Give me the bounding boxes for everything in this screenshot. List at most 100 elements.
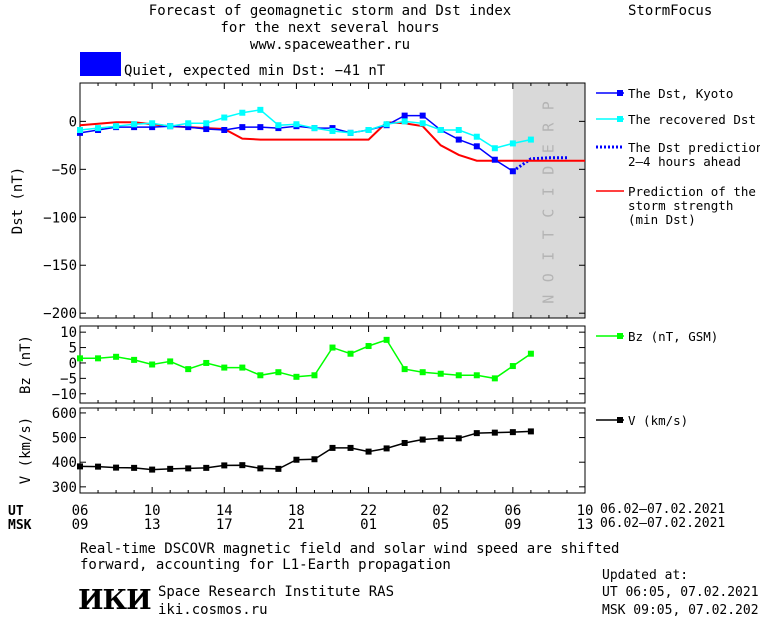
data-point [203,464,210,471]
data-point [293,121,300,128]
data-point [491,145,498,152]
data-point [455,136,462,143]
y-tick-label: −5 [60,371,77,387]
data-point [95,125,102,132]
data-point [527,350,534,357]
data-point [257,106,264,113]
y-tick-label: −150 [43,258,77,274]
data-point [167,358,174,365]
y-tick-label: 400 [52,455,77,471]
y-tick-label: 10 [60,325,77,341]
legend-label: Prediction of the [628,184,756,199]
ut-tick-label: 14 [216,503,233,519]
institute-site[interactable]: iki.cosmos.ru [158,602,268,618]
prediction-letter: C [539,209,557,218]
data-point [347,350,354,357]
data-point [167,465,174,472]
legend-label: V (km/s) [628,413,688,428]
data-point [275,122,282,129]
data-point [311,456,318,463]
data-point [509,429,516,436]
ut-date-range: 06.02–07.02.2021 [600,502,726,517]
data-point [491,429,498,436]
data-point [509,363,516,370]
data-point [491,156,498,163]
data-point [419,369,426,376]
data-point [473,430,480,437]
data-point [149,124,156,131]
data-point [167,123,174,130]
msk-tick-label: 21 [288,517,305,533]
ut-tick-label: 06 [72,503,89,519]
data-point [113,464,120,471]
y-tick-label: 300 [52,480,77,496]
ut-axis-label: UT [8,504,24,519]
ut-tick-label: 02 [432,503,449,519]
data-point [113,353,120,360]
data-point [131,464,138,471]
data-point [239,109,246,116]
series-line [80,338,532,380]
chart-title-line2: for the next several hours [220,20,440,36]
data-point [455,372,462,379]
data-point [221,127,228,133]
prediction-letter: T [539,230,557,239]
legend-label: storm strength [628,198,733,213]
legend-marker [617,116,623,122]
data-point [509,168,516,175]
legend-marker [617,333,623,339]
data-point [149,120,156,127]
series-line [79,430,531,471]
prediction-letter: D [539,166,557,175]
data-point [473,372,480,379]
data-point [383,121,390,128]
footer-note-line1: Real-time DSCOVR magnetic field and sola… [80,541,620,557]
msk-axis-label: MSK [8,518,32,533]
data-point [275,369,282,376]
website-url[interactable]: www.spaceweather.ru [249,37,411,53]
prediction-letter: P [539,101,557,110]
data-point [437,370,444,377]
msk-tick-label: 13 [144,517,161,533]
y-tick-label: 600 [52,406,77,422]
legend-label: The Dst, Kyoto [628,86,733,101]
iki-logo: ИКИ [78,585,152,616]
data-point [203,120,210,127]
data-point [491,375,498,382]
prediction-letter: O [539,273,557,282]
data-point [185,366,192,373]
y-tick-label: −100 [43,210,77,226]
data-point [365,343,372,350]
legend-label: The Dst prediction [628,140,760,155]
y-axis-label: Bz (nT) [18,335,34,394]
chart-title-line1: Forecast of geomagnetic storm and Dst in… [148,3,512,19]
data-point [77,463,83,470]
msk-tick-label: 13 [577,517,594,533]
ut-tick-label: 06 [504,503,521,519]
data-point [347,129,354,136]
data-point [185,465,192,472]
legend-marker [617,417,623,423]
data-point [221,364,228,371]
data-point [221,462,228,469]
status-swatch [80,52,121,76]
ut-tick-label: 22 [360,503,377,519]
data-point [239,364,246,371]
ut-tick-label: 10 [577,503,594,519]
data-point [437,127,444,133]
panel-frame [79,82,586,319]
data-point [419,436,426,443]
legend-label: 2–4 hours ahead [628,154,741,169]
legend-label: (min Dst) [628,212,696,227]
y-tick-label: 5 [69,341,77,357]
legend-label: Bz (nT, GSM) [628,329,718,344]
data-point [473,143,480,150]
data-point [401,112,408,119]
data-point [455,435,462,442]
msk-tick-label: 05 [432,517,449,533]
ut-tick-label: 18 [288,503,305,519]
data-point [185,120,192,127]
data-point [257,372,264,379]
